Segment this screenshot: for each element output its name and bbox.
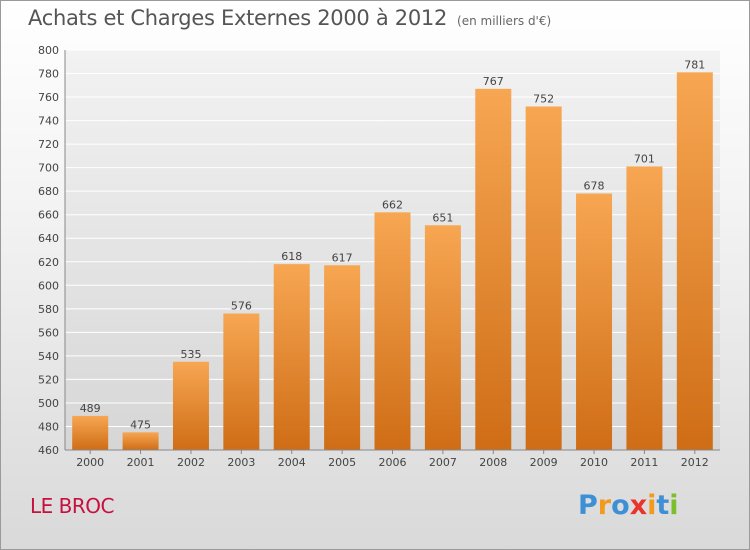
data-label-2002: 535	[180, 348, 201, 361]
data-label-2001: 475	[130, 418, 151, 431]
x-tick-label-2003: 2003	[227, 456, 255, 469]
x-tick-label-2006: 2006	[379, 456, 407, 469]
data-label-2004: 618	[281, 250, 302, 263]
logo-letter: i	[647, 490, 657, 521]
y-tick-label-780: 780	[38, 68, 59, 81]
logo-letter: i	[669, 490, 679, 521]
data-label-2003: 576	[231, 300, 252, 313]
bar-2010	[576, 193, 613, 450]
y-tick-label-740: 740	[38, 115, 59, 128]
data-label-2010: 678	[584, 180, 605, 193]
y-tick-label-620: 620	[38, 256, 59, 269]
logo-letter: r	[597, 490, 612, 521]
x-tick-label-2001: 2001	[127, 456, 155, 469]
bar-2006	[374, 212, 411, 450]
bar-2001	[122, 432, 159, 450]
chart-title-block: Achats et Charges Externes 2000 à 2012 (e…	[28, 6, 551, 30]
unit-note: (en milliers d'€)	[457, 14, 552, 28]
y-tick-label-660: 660	[38, 209, 59, 222]
logo-letter: t	[656, 490, 670, 521]
bar-2012	[676, 72, 713, 451]
logo-letter: x	[629, 490, 648, 521]
y-tick-label-720: 720	[38, 138, 59, 151]
proxiti-logo: Proxiti	[578, 490, 679, 521]
logo-letter: P	[578, 490, 598, 521]
bar-2002	[172, 361, 209, 450]
logo-letter: o	[611, 490, 630, 521]
x-tick-label-2012: 2012	[681, 456, 709, 469]
y-tick-label-520: 520	[38, 373, 59, 386]
x-tick-label-2009: 2009	[530, 456, 558, 469]
data-label-2012: 781	[684, 58, 705, 71]
x-tick-label-2000: 2000	[76, 456, 104, 469]
x-tick-label-2005: 2005	[328, 456, 356, 469]
y-tick-label-640: 640	[38, 232, 59, 245]
data-label-2008: 767	[483, 75, 504, 88]
y-tick-label-680: 680	[38, 185, 59, 198]
y-tick-label-500: 500	[38, 397, 59, 410]
data-label-2005: 617	[332, 251, 353, 264]
bar-2004	[273, 264, 310, 450]
y-tick-label-580: 580	[38, 303, 59, 316]
x-tick-label-2011: 2011	[630, 456, 658, 469]
x-tick-label-2008: 2008	[479, 456, 507, 469]
y-tick-label-760: 760	[38, 91, 59, 104]
bar-2007	[424, 225, 461, 450]
y-tick-label-600: 600	[38, 279, 59, 292]
x-tick-label-2004: 2004	[278, 456, 306, 469]
bar-2008	[475, 88, 512, 450]
y-tick-label-560: 560	[38, 326, 59, 339]
y-tick-label-460: 460	[38, 444, 59, 457]
x-tick-label-2002: 2002	[177, 456, 205, 469]
commune-name: LE BROC	[30, 494, 114, 518]
y-tick-label-700: 700	[38, 162, 59, 175]
bar-2009	[525, 106, 562, 451]
x-tick-label-2007: 2007	[429, 456, 457, 469]
data-label-2009: 752	[533, 92, 554, 105]
data-label-2006: 662	[382, 198, 403, 211]
bar-2003	[223, 313, 260, 450]
bar-2005	[324, 265, 361, 450]
data-label-2000: 489	[80, 402, 101, 415]
x-tick-label-2010: 2010	[580, 456, 608, 469]
bar-2000	[72, 415, 109, 450]
y-tick-label-540: 540	[38, 350, 59, 363]
data-label-2011: 701	[634, 152, 655, 165]
chart-title: Achats et Charges Externes 2000 à 2012	[28, 6, 448, 30]
y-tick-label-480: 480	[38, 420, 59, 433]
bar-2011	[626, 166, 663, 450]
y-tick-label-800: 800	[38, 44, 59, 57]
data-label-2007: 651	[432, 211, 453, 224]
